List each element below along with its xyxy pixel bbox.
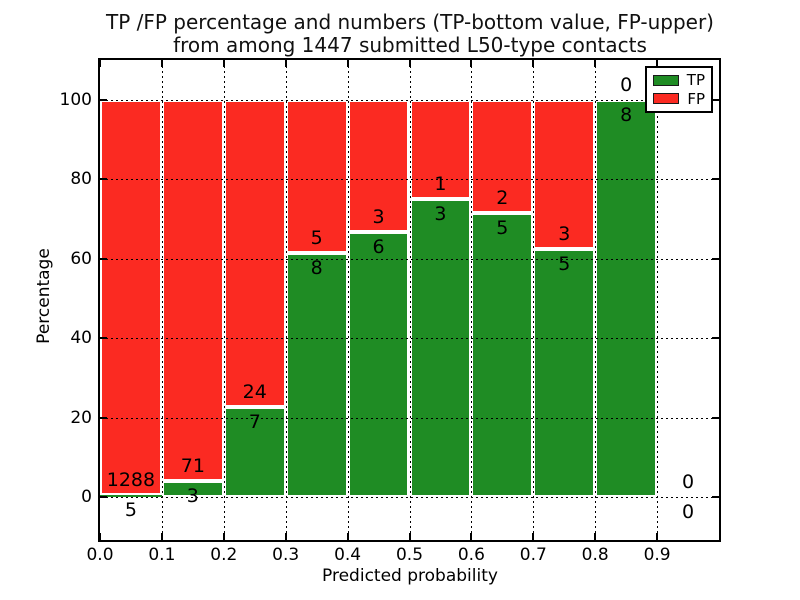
legend-entry-fp: FP (653, 91, 705, 107)
y-tick-mark-right (712, 416, 719, 419)
x-tick-mark-top (532, 60, 535, 67)
grid-line-vertical (471, 61, 473, 539)
x-tick-label: 0.4 (334, 545, 362, 565)
chart-title: TP /FP percentage and numbers (TP-bottom… (100, 11, 720, 57)
tp-count-label: 8 (310, 256, 323, 279)
fp-count-label: 3 (558, 222, 571, 245)
legend-entry-tp: TP (653, 72, 705, 88)
bar-tp-segment (285, 252, 348, 497)
y-axis-label: Percentage (34, 248, 54, 344)
tp-count-label: 3 (186, 484, 199, 507)
x-tick-mark-top (594, 60, 597, 67)
grid-line-vertical (595, 61, 597, 539)
grid-line-vertical (409, 61, 411, 539)
x-tick-label: 0.8 (581, 545, 609, 565)
y-tick-label: 100 (59, 90, 92, 110)
x-tick-label: 0.1 (148, 545, 176, 565)
grid-line-vertical (223, 61, 225, 539)
y-tick-label: 60 (70, 248, 92, 269)
y-tick-mark-right (712, 99, 719, 101)
bar-fp-segment (100, 100, 162, 496)
x-tick-mark-bottom (408, 533, 411, 540)
y-tick-mark-right (712, 337, 719, 340)
x-tick-label: 0.3 (272, 545, 300, 565)
x-tick-mark-bottom (222, 533, 225, 540)
x-tick-label: 0.2 (210, 545, 238, 565)
tp-count-label: 6 (372, 236, 385, 259)
x-tick-mark-top (346, 60, 349, 67)
x-tick-mark-top (656, 60, 659, 67)
tp-count-label: 5 (496, 217, 509, 240)
x-tick-mark-top (222, 60, 225, 67)
x-tick-mark-bottom (594, 533, 597, 540)
legend: TP FP (645, 66, 713, 113)
y-tick-label: 20 (70, 407, 92, 428)
bar-tp-segment (533, 248, 596, 497)
tp-count-label: 5 (558, 252, 571, 275)
tp-count-label: 0 (682, 501, 695, 523)
fp-count-label: 1 (434, 173, 447, 196)
y-tick-mark-left (100, 416, 107, 419)
grid-line-vertical (657, 61, 659, 539)
x-tick-mark-top (99, 60, 101, 67)
fp-count-label: 71 (180, 454, 205, 477)
fp-count-label: 0 (620, 74, 633, 96)
x-tick-mark-top (160, 60, 163, 67)
fp-count-label: 0 (682, 471, 695, 493)
x-tick-mark-bottom (532, 533, 535, 540)
x-tick-mark-bottom (346, 533, 349, 540)
fp-legend-label: FP (687, 89, 705, 108)
bar-fp-segment (223, 100, 286, 408)
x-tick-mark-bottom (160, 533, 163, 540)
x-tick-mark-bottom (470, 533, 473, 540)
y-tick-label: 0 (81, 487, 92, 507)
x-tick-mark-top (470, 60, 473, 67)
x-tick-mark-bottom (656, 533, 659, 540)
chart-title-line1: TP /FP percentage and numbers (TP-bottom… (106, 10, 714, 34)
y-tick-mark-left (100, 257, 107, 260)
x-tick-label: 0.0 (86, 545, 114, 565)
grid-line-vertical (347, 61, 349, 539)
fp-legend-swatch-icon (653, 93, 679, 105)
bar-fp-segment (471, 100, 534, 214)
fp-count-label: 1288 (106, 469, 156, 492)
bar-tp-segment (595, 100, 658, 497)
grid-line-vertical (533, 61, 535, 539)
y-tick-mark-left (100, 178, 107, 181)
fp-count-label: 5 (310, 226, 323, 249)
y-tick-mark-left (100, 99, 107, 101)
fp-count-label: 3 (372, 206, 385, 229)
tp-count-label: 5 (124, 499, 137, 522)
bar-tp-segment (223, 407, 286, 497)
x-tick-label: 0.5 (395, 545, 424, 565)
grid-line-vertical (161, 61, 163, 539)
tp-legend-label: TP (686, 71, 705, 90)
y-tick-mark-right (712, 257, 719, 260)
y-tick-mark-right (712, 178, 719, 181)
y-tick-mark-left (100, 496, 107, 498)
tp-count-label: 8 (620, 104, 633, 126)
y-tick-label: 40 (70, 328, 92, 349)
bar-tp-segment (100, 495, 162, 497)
x-tick-label: 0.9 (643, 545, 671, 565)
y-tick-mark-left (100, 337, 107, 340)
y-tick-label: 80 (70, 169, 92, 190)
fp-count-label: 24 (242, 381, 267, 404)
grid-line-vertical (285, 61, 287, 539)
x-tick-mark-top (284, 60, 287, 67)
tp-count-label: 3 (434, 203, 447, 226)
y-tick-mark-right (712, 496, 719, 498)
x-tick-label: 0.7 (519, 545, 547, 565)
tp-legend-swatch-icon (653, 74, 679, 86)
tp-count-label: 7 (248, 411, 261, 434)
x-tick-mark-top (408, 60, 411, 67)
fp-count-label: 2 (496, 187, 509, 210)
x-tick-mark-bottom (99, 533, 101, 540)
chart-title-line2: from among 1447 submitted L50-type conta… (173, 33, 647, 57)
x-axis-label: Predicted probability (322, 566, 498, 586)
x-tick-mark-bottom (284, 533, 287, 540)
x-tick-label: 0.6 (457, 545, 485, 565)
